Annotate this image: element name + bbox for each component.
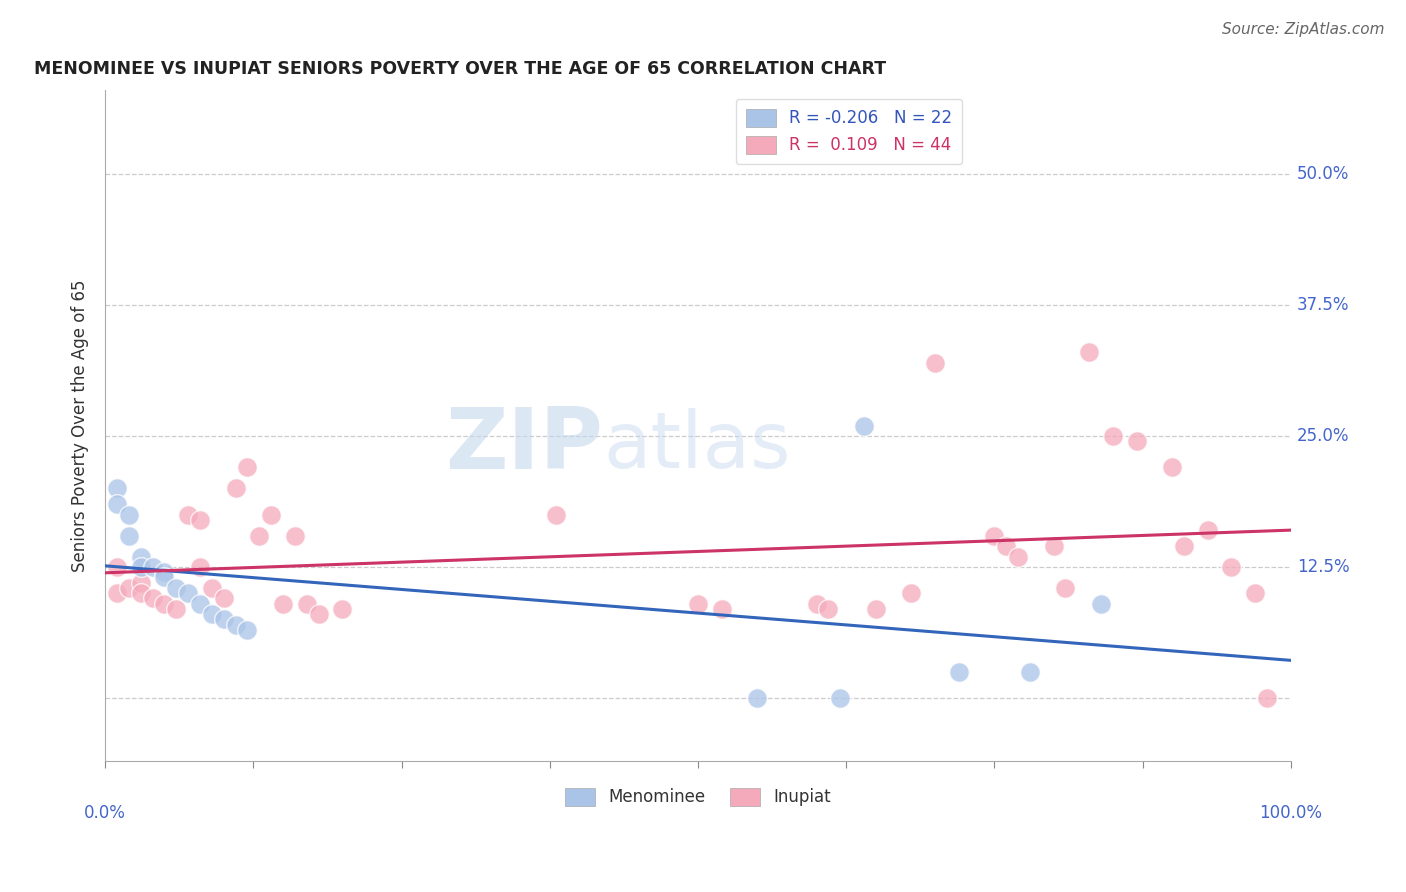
Point [1125, 434, 1147, 449]
Point [1090, 597, 1112, 611]
Point [1173, 539, 1195, 553]
Point [212, 591, 235, 606]
Text: 100.0%: 100.0% [1260, 805, 1322, 822]
Text: Source: ZipAtlas.com: Source: ZipAtlas.com [1222, 22, 1385, 37]
Point [247, 528, 270, 542]
Point [177, 586, 200, 600]
Text: 25.0%: 25.0% [1296, 427, 1350, 445]
Point [188, 560, 211, 574]
Point [1256, 690, 1278, 705]
Point [686, 597, 709, 611]
Point [177, 508, 200, 522]
Point [129, 575, 152, 590]
Point [1042, 539, 1064, 553]
Point [129, 549, 152, 564]
Point [188, 513, 211, 527]
Point [1197, 524, 1219, 538]
Text: 0.0%: 0.0% [84, 805, 127, 822]
Point [1102, 429, 1125, 443]
Point [142, 591, 165, 606]
Point [260, 508, 283, 522]
Point [188, 597, 211, 611]
Point [212, 612, 235, 626]
Point [271, 597, 294, 611]
Point [165, 602, 187, 616]
Point [865, 602, 887, 616]
Point [153, 570, 176, 584]
Text: 12.5%: 12.5% [1296, 558, 1350, 576]
Point [308, 607, 330, 622]
Point [1220, 560, 1243, 574]
Point [118, 581, 141, 595]
Text: ZIP: ZIP [446, 404, 603, 487]
Point [924, 356, 946, 370]
Point [330, 602, 353, 616]
Point [225, 617, 247, 632]
Point [236, 623, 259, 637]
Point [201, 607, 224, 622]
Point [201, 581, 224, 595]
Point [105, 560, 128, 574]
Point [129, 586, 152, 600]
Point [236, 460, 259, 475]
Point [105, 586, 128, 600]
Point [900, 586, 922, 600]
Point [118, 528, 141, 542]
Text: atlas: atlas [603, 408, 790, 483]
Text: 37.5%: 37.5% [1296, 296, 1350, 314]
Point [1019, 665, 1042, 679]
Point [153, 566, 176, 580]
Point [817, 602, 839, 616]
Point [142, 560, 165, 574]
Point [1078, 345, 1101, 359]
Point [830, 690, 852, 705]
Point [1054, 581, 1077, 595]
Point [105, 497, 128, 511]
Point [1244, 586, 1267, 600]
Y-axis label: Seniors Poverty Over the Age of 65: Seniors Poverty Over the Age of 65 [72, 279, 89, 572]
Point [747, 690, 769, 705]
Text: 50.0%: 50.0% [1296, 165, 1348, 183]
Point [544, 508, 567, 522]
Point [948, 665, 970, 679]
Point [165, 581, 187, 595]
Point [995, 539, 1018, 553]
Point [225, 482, 247, 496]
Text: MENOMINEE VS INUPIAT SENIORS POVERTY OVER THE AGE OF 65 CORRELATION CHART: MENOMINEE VS INUPIAT SENIORS POVERTY OVE… [34, 60, 886, 78]
Legend: Menominee, Inupiat: Menominee, Inupiat [558, 780, 838, 813]
Point [153, 597, 176, 611]
Point [105, 482, 128, 496]
Point [284, 528, 307, 542]
Point [295, 597, 318, 611]
Point [852, 418, 875, 433]
Point [1007, 549, 1029, 564]
Point [983, 528, 1005, 542]
Point [1161, 460, 1184, 475]
Point [129, 560, 152, 574]
Point [806, 597, 828, 611]
Point [118, 508, 141, 522]
Point [710, 602, 733, 616]
